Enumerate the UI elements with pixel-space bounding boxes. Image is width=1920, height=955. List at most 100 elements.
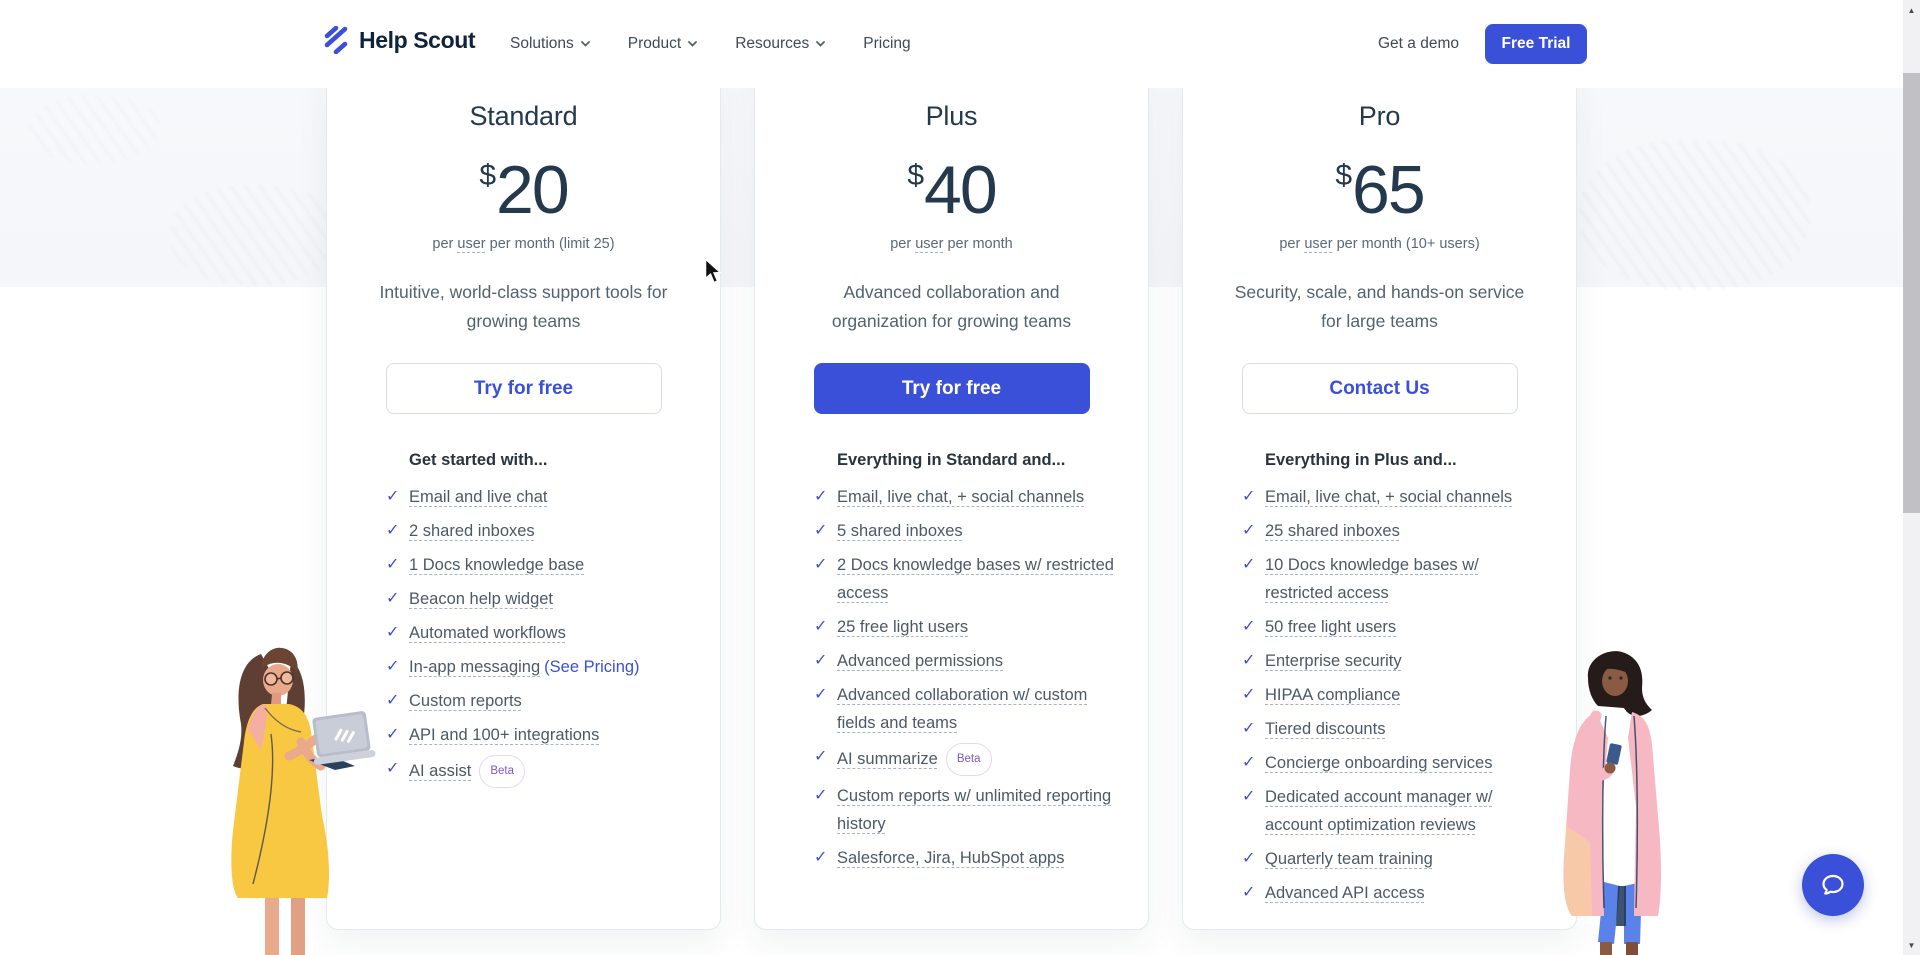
- feature-term[interactable]: Advanced permissions: [837, 652, 1003, 670]
- per-user-term[interactable]: user: [915, 236, 944, 252]
- feature-item: ✓ Concierge onboarding services: [1242, 749, 1550, 777]
- feature-item: ✓ Enterprise security: [1242, 647, 1550, 675]
- mouse-cursor: [704, 258, 723, 284]
- check-icon: ✓: [1242, 720, 1256, 737]
- check-icon: ✓: [814, 488, 828, 505]
- check-icon: ✓: [1242, 522, 1256, 539]
- feature-term[interactable]: AI assist: [409, 762, 472, 780]
- feature-item: ✓ Email, live chat, + social channels: [1242, 483, 1550, 511]
- site-header: Help Scout Solutions Product Resources P…: [0, 0, 1903, 88]
- feature-term[interactable]: Email, live chat, + social channels: [1265, 488, 1513, 506]
- feature-item: ✓ Beacon help widget: [386, 585, 694, 613]
- feature-term[interactable]: Beacon help widget: [409, 590, 554, 608]
- price-amount: 20: [496, 152, 570, 228]
- check-icon: ✓: [386, 590, 400, 607]
- nav-pricing[interactable]: Pricing: [863, 35, 911, 52]
- check-icon: ✓: [1242, 652, 1256, 669]
- feature-term[interactable]: 25 free light users: [837, 618, 969, 636]
- feature-item: ✓ Advanced API access: [1242, 879, 1550, 907]
- features-heading: Get started with...: [409, 451, 548, 469]
- feature-term[interactable]: 2 shared inboxes: [409, 522, 535, 540]
- currency-symbol: $: [907, 159, 925, 192]
- plus-cta-button[interactable]: Try for free: [813, 363, 1090, 414]
- background-watermark: [1580, 140, 1810, 290]
- price-amount: 40: [924, 152, 998, 228]
- feature-item: ✓ Automated workflows: [386, 619, 694, 647]
- check-icon: ✓: [1242, 754, 1256, 771]
- feature-term[interactable]: Concierge onboarding services: [1265, 754, 1493, 772]
- feature-term[interactable]: 1 Docs knowledge base: [409, 556, 585, 574]
- feature-term[interactable]: Advanced collaboration w/ custom fields …: [837, 686, 1088, 732]
- chat-beacon-button[interactable]: [1802, 854, 1864, 916]
- currency-symbol: $: [479, 159, 497, 192]
- pro-cta-button[interactable]: Contact Us: [1241, 363, 1518, 414]
- feature-item: ✓ 1 Docs knowledge base: [386, 551, 694, 579]
- feature-item: ✓ 5 shared inboxes: [814, 517, 1122, 545]
- chevron-down-icon: [688, 41, 698, 47]
- header-actions: Get a demo Free Trial: [1378, 0, 1587, 88]
- feature-term[interactable]: Custom reports: [409, 692, 522, 710]
- check-icon: ✓: [814, 652, 828, 669]
- feature-term[interactable]: HIPAA compliance: [1265, 686, 1401, 704]
- feature-term[interactable]: AI summarize: [837, 750, 938, 768]
- check-icon: ✓: [386, 726, 400, 743]
- feature-term[interactable]: 10 Docs knowledge bases w/ restricted ac…: [1265, 556, 1479, 602]
- feature-term[interactable]: 50 free light users: [1265, 618, 1397, 636]
- check-icon: ✓: [814, 556, 828, 573]
- check-icon: ✓: [386, 624, 400, 641]
- main-nav: Solutions Product Resources Pricing: [510, 0, 911, 88]
- plan-card-pro: Pro $65 per user per month (10+ users) S…: [1182, 62, 1577, 930]
- nav-product[interactable]: Product: [628, 35, 698, 53]
- feature-term[interactable]: Salesforce, Jira, HubSpot apps: [837, 849, 1065, 867]
- feature-term[interactable]: 2 Docs knowledge bases w/ restricted acc…: [837, 556, 1114, 602]
- feature-item: ✓ Tiered discounts: [1242, 715, 1550, 743]
- feature-term[interactable]: Quarterly team training: [1265, 850, 1433, 868]
- feature-term[interactable]: API and 100+ integrations: [409, 726, 600, 744]
- feature-term[interactable]: Email, live chat, + social channels: [837, 488, 1085, 506]
- scrollbar-down-arrow[interactable]: ▼: [1907, 940, 1916, 950]
- check-icon: ✓: [386, 556, 400, 573]
- beta-badge: Beta: [479, 755, 526, 788]
- check-icon: ✓: [1242, 618, 1256, 635]
- feature-term[interactable]: 25 shared inboxes: [1265, 522, 1400, 540]
- feature-item: ✓ HIPAA compliance: [1242, 681, 1550, 709]
- check-icon: ✓: [1242, 884, 1256, 901]
- plan-name: Plus: [925, 101, 978, 131]
- nav-solutions[interactable]: Solutions: [510, 35, 590, 53]
- helpscout-logo[interactable]: Help Scout: [323, 26, 476, 54]
- feature-item: ✓ 25 shared inboxes: [1242, 517, 1550, 545]
- plan-price: $65: [1183, 156, 1576, 224]
- scrollbar-up-arrow[interactable]: ▲: [1907, 5, 1916, 15]
- feature-item: ✓ 10 Docs knowledge bases w/ restricted a…: [1242, 551, 1550, 607]
- feature-item: ✓ In-app messaging (See Pricing): [386, 653, 694, 681]
- nav-resources[interactable]: Resources: [735, 35, 826, 53]
- check-icon: ✓: [1242, 850, 1256, 867]
- feature-item: ✓ Advanced collaboration w/ custom fields…: [814, 681, 1122, 737]
- get-a-demo-link[interactable]: Get a demo: [1378, 35, 1459, 52]
- feature-term[interactable]: Tiered discounts: [1265, 720, 1386, 738]
- feature-term[interactable]: Enterprise security: [1265, 652, 1402, 670]
- feature-term[interactable]: Custom reports w/ unlimited reporting hi…: [837, 787, 1112, 833]
- check-icon: ✓: [386, 488, 400, 505]
- check-icon: ✓: [1242, 488, 1256, 505]
- per-user-term[interactable]: user: [457, 236, 486, 252]
- plan-price: $20: [327, 156, 720, 224]
- background-watermark: [170, 185, 340, 285]
- feature-term[interactable]: Advanced API access: [1265, 884, 1425, 902]
- feature-term[interactable]: In-app messaging: [409, 658, 541, 676]
- scrollbar-thumb[interactable]: [1903, 73, 1920, 513]
- feature-item: ✓ Custom reports: [386, 687, 694, 715]
- plan-name: Pro: [1358, 101, 1401, 131]
- feature-term[interactable]: Dedicated account manager w/ account opt…: [1265, 788, 1493, 834]
- feature-item: ✓ API and 100+ integrations: [386, 721, 694, 749]
- free-trial-button[interactable]: Free Trial: [1485, 24, 1587, 64]
- beta-badge: Beta: [945, 743, 992, 776]
- see-pricing-link[interactable]: (See Pricing): [544, 658, 640, 676]
- feature-term[interactable]: Automated workflows: [409, 624, 566, 642]
- feature-term[interactable]: Email and live chat: [409, 488, 548, 506]
- per-user-term[interactable]: user: [1304, 236, 1333, 252]
- standard-cta-button[interactable]: Try for free: [385, 363, 662, 414]
- feature-item: ✓ Custom reports w/ unlimited reporting h…: [814, 782, 1122, 838]
- feature-term[interactable]: 5 shared inboxes: [837, 522, 963, 540]
- plan-card-plus: Plus $40 per user per month Advanced col…: [754, 62, 1149, 930]
